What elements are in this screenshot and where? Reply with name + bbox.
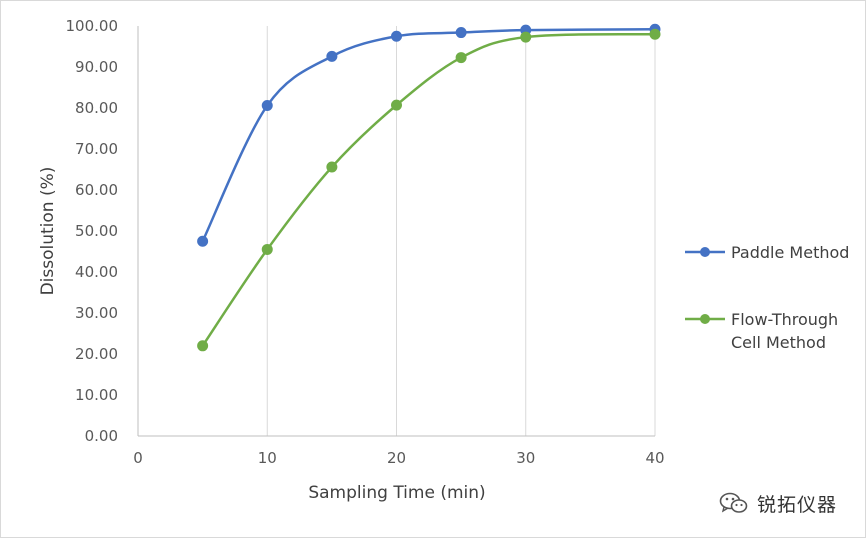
watermark: 锐拓仪器	[719, 489, 837, 517]
y-tick-label: 100.00	[66, 17, 119, 35]
series-layer	[197, 23, 661, 352]
y-tick-label: 20.00	[75, 345, 118, 363]
data-point	[455, 27, 467, 39]
y-tick-label: 10.00	[75, 386, 118, 404]
x-tick-label: 30	[516, 449, 535, 467]
legend-entry: Paddle Method	[685, 243, 849, 262]
data-point	[326, 161, 338, 173]
x-tick-label: 10	[258, 449, 277, 467]
data-point	[520, 31, 532, 43]
x-tick-label: 40	[645, 449, 664, 467]
y-tick-label: 0.00	[85, 427, 118, 445]
y-tick-label: 60.00	[75, 181, 118, 199]
legend-label: Flow-Through Cell Method	[731, 310, 838, 352]
series-flow-through-cell-method	[197, 28, 661, 352]
legend-marker	[700, 247, 710, 257]
y-tick-label: 50.00	[75, 222, 118, 240]
data-point	[455, 52, 467, 64]
data-point	[261, 243, 273, 255]
x-axis-title: Sampling Time (min)	[308, 483, 485, 503]
x-tick-label: 0	[133, 449, 143, 467]
legend-entry: Flow-Through Cell Method	[685, 310, 838, 352]
y-tick-label: 30.00	[75, 304, 118, 322]
series-line	[201, 28, 656, 242]
data-point	[391, 30, 402, 42]
axes	[137, 26, 655, 437]
data-point	[326, 50, 338, 62]
series-line	[201, 32, 656, 347]
data-point	[261, 100, 273, 112]
legend-label: Paddle Method	[731, 243, 849, 262]
wechat-icon	[719, 492, 748, 513]
grid-lines	[266, 26, 656, 436]
y-tick-label: 90.00	[75, 58, 118, 76]
y-tick-label: 40.00	[75, 263, 118, 281]
data-point	[649, 28, 661, 40]
legend: Paddle Method Flow-Through Cell Method	[685, 243, 849, 352]
tick-labels: 0 10 20 30 40 0.00 10.00 20.00 30.00 40.00 50.00 60…	[66, 17, 665, 467]
data-point	[197, 235, 209, 247]
data-point	[391, 99, 402, 111]
data-point	[197, 340, 209, 352]
x-tick-label: 20	[387, 449, 406, 467]
y-tick-label: 70.00	[75, 140, 118, 158]
legend-marker	[700, 314, 710, 324]
watermark-text: 锐拓仪器	[757, 493, 838, 516]
y-axis-title: Dissolution (%)	[38, 167, 58, 296]
y-tick-label: 80.00	[75, 99, 118, 117]
series-paddle-method	[197, 23, 661, 247]
